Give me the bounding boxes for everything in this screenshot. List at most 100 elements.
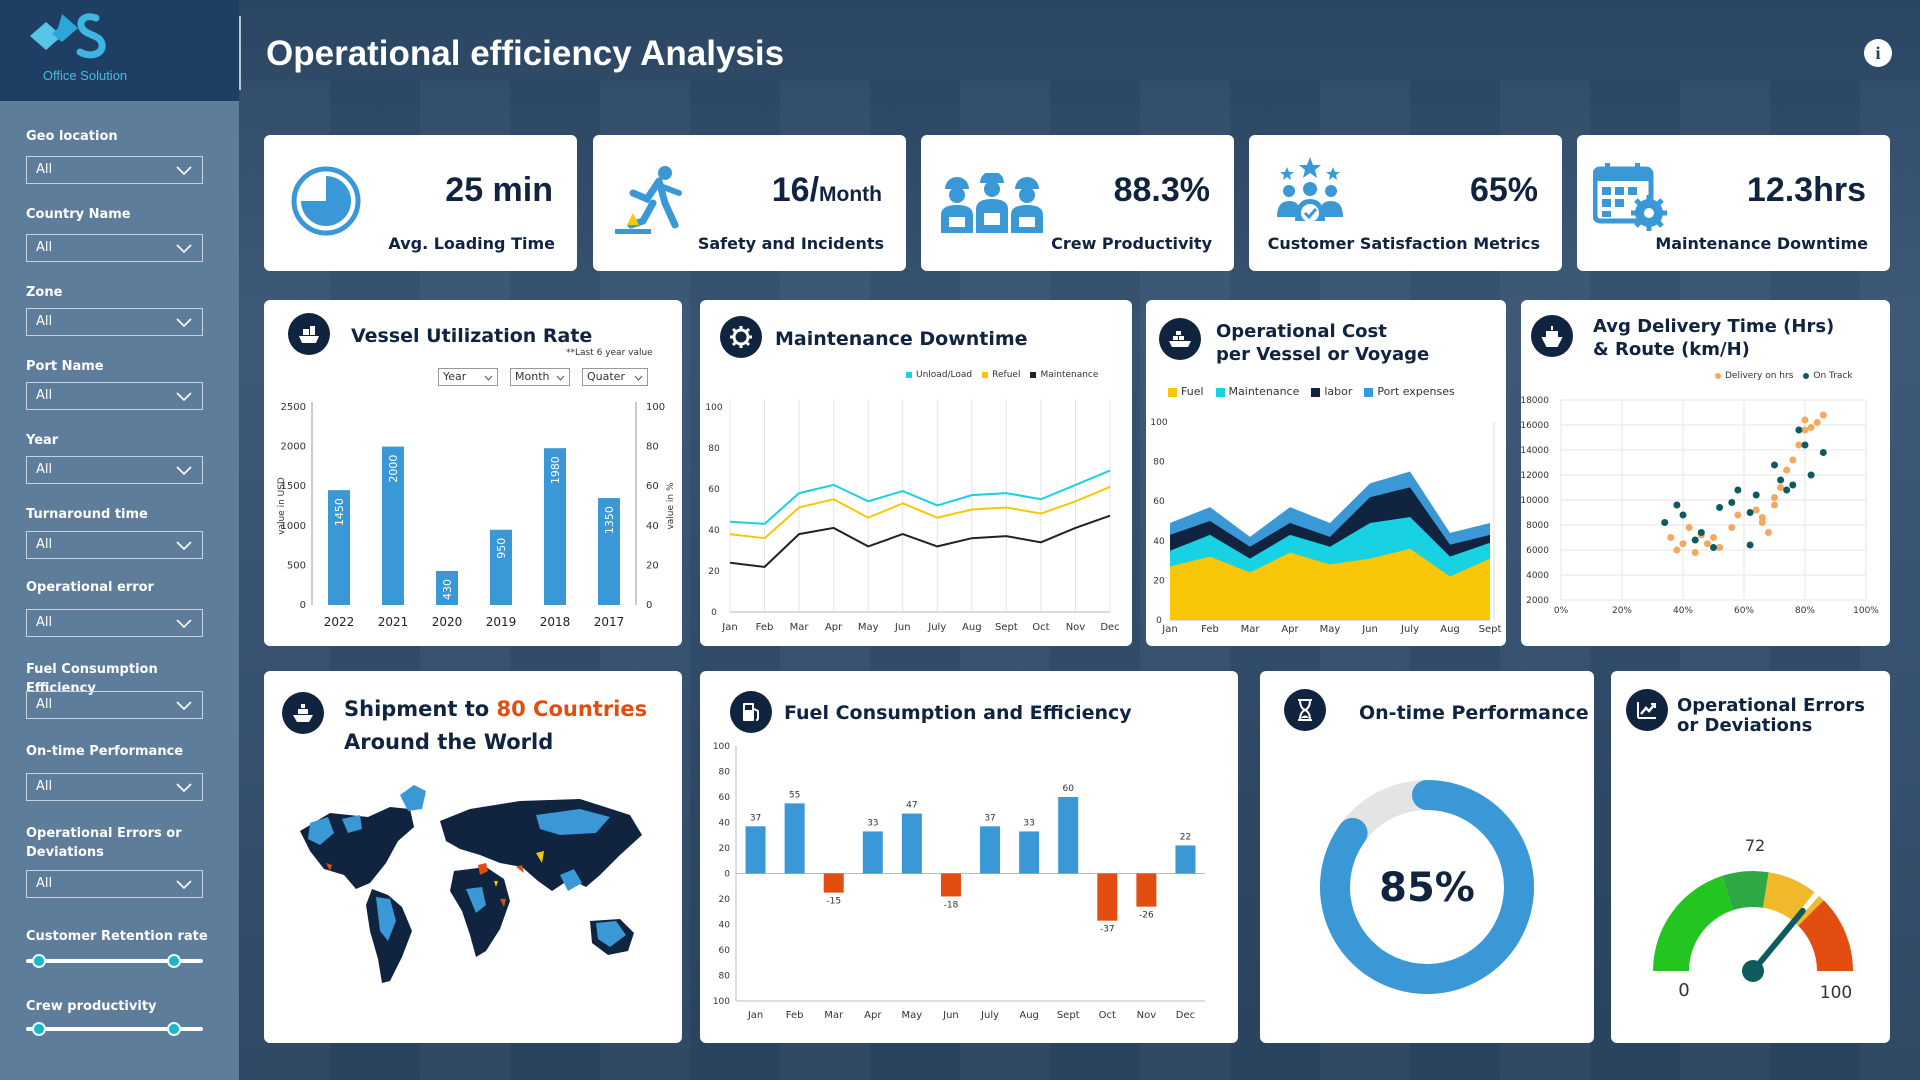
- period-selector[interactable]: Quater: [582, 368, 648, 386]
- bar-value-label: 950: [495, 538, 508, 559]
- legend-swatch: [1168, 387, 1177, 397]
- scatter-point: [1783, 486, 1791, 494]
- chevron-down-icon: [556, 375, 565, 381]
- filter-dropdown[interactable]: All: [26, 531, 203, 559]
- range-slider[interactable]: [26, 1022, 203, 1036]
- chevron-down-icon: [634, 375, 643, 381]
- scatter-point: [1661, 519, 1669, 526]
- bar-value-label: 33: [1023, 818, 1034, 828]
- legend-label: Delivery on hrs: [1725, 371, 1794, 381]
- legend-label: Port expenses: [1377, 385, 1455, 398]
- x-tick-label: May: [902, 1010, 923, 1021]
- bar: [1175, 845, 1196, 874]
- slider-knob-low[interactable]: [32, 1022, 46, 1036]
- card-title-line1: Avg Delivery Time (Hrs): [1593, 316, 1835, 337]
- scatter-point: [1752, 491, 1760, 499]
- x-tick-label: Aug: [1019, 1010, 1039, 1021]
- chevron-down-icon: [176, 541, 192, 550]
- bar-value-label: -15: [826, 897, 841, 907]
- y2-axis-label: value in %: [666, 482, 676, 530]
- page-title: Operational efficiency Analysis: [266, 34, 785, 73]
- filter-dropdown[interactable]: All: [26, 382, 203, 410]
- kpi-card-loading: 25 min Avg. Loading Time: [264, 135, 577, 271]
- x-tick-label: 80%: [1795, 606, 1815, 616]
- shipment-map-card: Shipment to 80 Countries Around the Worl…: [264, 671, 682, 1043]
- filter-value: All: [36, 388, 53, 403]
- y-tick-label: 12000: [1521, 471, 1549, 481]
- kpi-value: 88.3%: [1113, 171, 1210, 209]
- legend-label: Maintenance: [1228, 385, 1300, 398]
- x-tick-label: Oct: [1032, 622, 1049, 633]
- legend-swatch: [1715, 372, 1721, 379]
- gauge-hub: [1742, 960, 1764, 982]
- kpi-value-number: 16/: [771, 171, 820, 209]
- gauge-segment-darkgreen: [1722, 871, 1769, 911]
- y2-tick-label: 80: [646, 442, 659, 453]
- ontime-performance-card: On-time Performance 85%: [1260, 671, 1594, 1043]
- vessel-bar-chart: 2500 2000 1500 1000 500 0 100 80 60 40 20 0 value in…: [277, 402, 676, 629]
- x-tick-label: Nov: [1066, 622, 1086, 633]
- filter-dropdown[interactable]: All: [26, 234, 203, 262]
- y-tick-label: 6000: [1526, 546, 1549, 556]
- scatter-point: [1667, 534, 1675, 541]
- y-tick-label: 20: [719, 895, 731, 905]
- filter-dropdown[interactable]: All: [26, 456, 203, 484]
- chevron-down-icon: [484, 375, 493, 381]
- bar-value-label: 55: [789, 790, 800, 800]
- x-tick-label: 0%: [1554, 606, 1569, 616]
- filter-dropdown[interactable]: All: [26, 691, 203, 719]
- title-part: Around the World: [344, 730, 554, 754]
- info-button[interactable]: i: [1864, 39, 1892, 67]
- y-tick-label: 1500: [281, 481, 306, 492]
- period-selector[interactable]: Year: [438, 368, 498, 386]
- avg-delivery-card: Avg Delivery Time (Hrs) & Route (km/H) De…: [1521, 300, 1890, 646]
- filter-dropdown[interactable]: All: [26, 156, 203, 184]
- y-tick-label: 8000: [1526, 521, 1549, 531]
- bar: [598, 498, 620, 605]
- kpi-value-unit: Month: [819, 183, 882, 206]
- legend-swatch: [1364, 387, 1374, 397]
- bar-value-label: 1980: [549, 456, 562, 484]
- y-tick-label: 60: [719, 793, 731, 803]
- kpi-label: Safety and Incidents: [697, 234, 884, 253]
- x-tick-label: July: [927, 622, 946, 633]
- scatter-point: [1673, 546, 1681, 554]
- bar: [544, 448, 566, 605]
- x-tick-label: Jan: [1161, 624, 1177, 635]
- bar: [823, 873, 844, 893]
- scatter-point: [1710, 534, 1717, 541]
- clock-icon: [291, 166, 361, 236]
- cargo-ship-icon-badge: [1159, 318, 1201, 360]
- slider-track: [26, 959, 203, 963]
- scatter-point: [1801, 426, 1809, 434]
- x-tick-label: Sept: [1057, 1010, 1080, 1021]
- scatter-point: [1728, 499, 1736, 506]
- scatter-point: [1697, 529, 1705, 536]
- slider-knob-low[interactable]: [32, 954, 46, 968]
- range-slider[interactable]: [26, 954, 203, 968]
- period-selector[interactable]: Month: [510, 368, 570, 386]
- y-tick-label: 100: [713, 997, 730, 1007]
- world-map: [300, 785, 642, 983]
- cargo-ship-icon: [1169, 331, 1191, 347]
- slider-knob-high[interactable]: [167, 1022, 181, 1036]
- filter-dropdown[interactable]: All: [26, 609, 203, 637]
- y-tick-label: 60: [719, 946, 731, 956]
- slider-label: Customer Retention rate: [26, 929, 208, 944]
- kpi-value: 65%: [1469, 171, 1538, 209]
- filter-label: Operational Errors or Deviations: [26, 826, 182, 860]
- bar-value-label: -18: [944, 900, 959, 910]
- bar-value-label: 1450: [333, 498, 346, 526]
- slider-knob-high[interactable]: [167, 954, 181, 968]
- filter-dropdown[interactable]: All: [26, 308, 203, 336]
- filter-dropdown[interactable]: All: [26, 870, 203, 898]
- y-tick-label: 100: [713, 742, 730, 752]
- filter-sidebar: Office Solution Geo location All Country N…: [0, 0, 239, 1080]
- card-title: Fuel Consumption and Efficiency: [784, 702, 1132, 724]
- filter-dropdown[interactable]: All: [26, 773, 203, 801]
- slider-label: Crew productivity: [26, 999, 157, 1014]
- workers-icon: [941, 173, 1043, 233]
- x-tick-label: 20%: [1612, 606, 1632, 616]
- scatter-point: [1691, 536, 1699, 544]
- bar: [745, 826, 766, 874]
